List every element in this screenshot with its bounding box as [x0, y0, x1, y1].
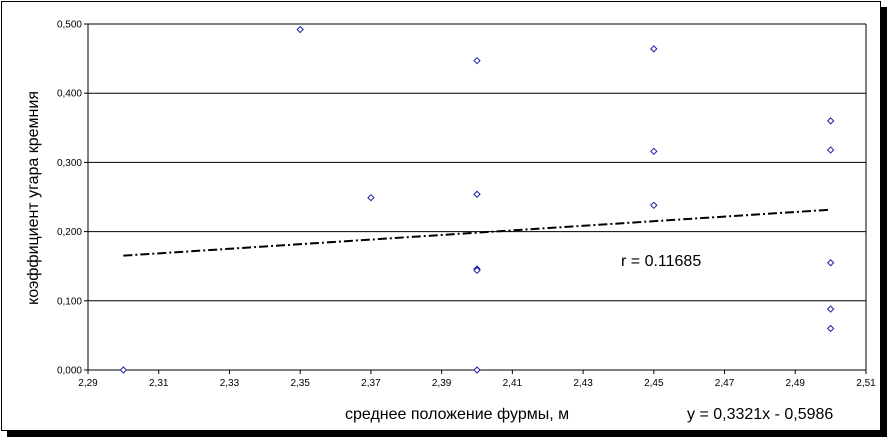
data-point	[826, 324, 835, 333]
data-points	[119, 25, 835, 374]
trendline-path	[123, 208, 831, 257]
data-point	[473, 190, 481, 198]
trendline	[123, 208, 831, 257]
x-tick-label: 2,37	[361, 378, 381, 389]
x-tick-label: 2,31	[149, 378, 169, 389]
y-tick-label: 0,200	[57, 227, 82, 238]
data-point	[473, 366, 481, 374]
data-point	[826, 146, 835, 154]
data-point	[826, 259, 835, 267]
data-point	[826, 117, 835, 125]
y-axis-title: коэффициент угара кремния	[25, 91, 42, 305]
y-tick-label: 0,100	[57, 296, 82, 307]
data-point	[826, 305, 835, 313]
data-point	[650, 45, 658, 53]
x-tick-labels: 2,29 2,31 2,33 2,35 2,37 2,39 2,41 2,43 2,45 2,47…	[78, 378, 876, 389]
x-tick-label: 2,29	[78, 378, 98, 389]
data-point	[473, 56, 481, 65]
axes	[84, 23, 867, 374]
y-tick-label: 0,300	[57, 158, 82, 169]
x-axis-title: среднее положение фурмы, м	[345, 406, 569, 423]
data-point	[650, 201, 658, 210]
x-tick-label: 2,45	[644, 378, 664, 389]
data-point	[296, 25, 304, 34]
data-point	[473, 266, 481, 275]
x-tick-label: 2,33	[220, 378, 240, 389]
y-tick-label: 0,000	[57, 366, 82, 377]
x-tick-label: 2,43	[573, 378, 593, 389]
y-tick-labels: 0,000 0,100 0,200 0,300 0,400 0,500	[57, 20, 82, 377]
x-tick-label: 2,35	[290, 378, 310, 389]
y-tick-label: 0,500	[57, 20, 82, 31]
x-tick-label: 2,39	[432, 378, 452, 389]
y-tick-label: 0,400	[57, 89, 82, 100]
x-tick-label: 2,49	[786, 378, 806, 389]
data-point	[650, 147, 658, 156]
trendline-equation: y = 0,3321x - 0,5986	[687, 406, 833, 423]
correlation-label: r = 0.11685	[621, 253, 701, 270]
gridlines	[88, 23, 866, 302]
data-point	[367, 193, 375, 202]
x-tick-label: 2,41	[503, 378, 523, 389]
data-point	[119, 366, 128, 374]
x-tick-label: 2,51	[856, 378, 876, 389]
x-tick-label: 2,47	[715, 378, 735, 389]
